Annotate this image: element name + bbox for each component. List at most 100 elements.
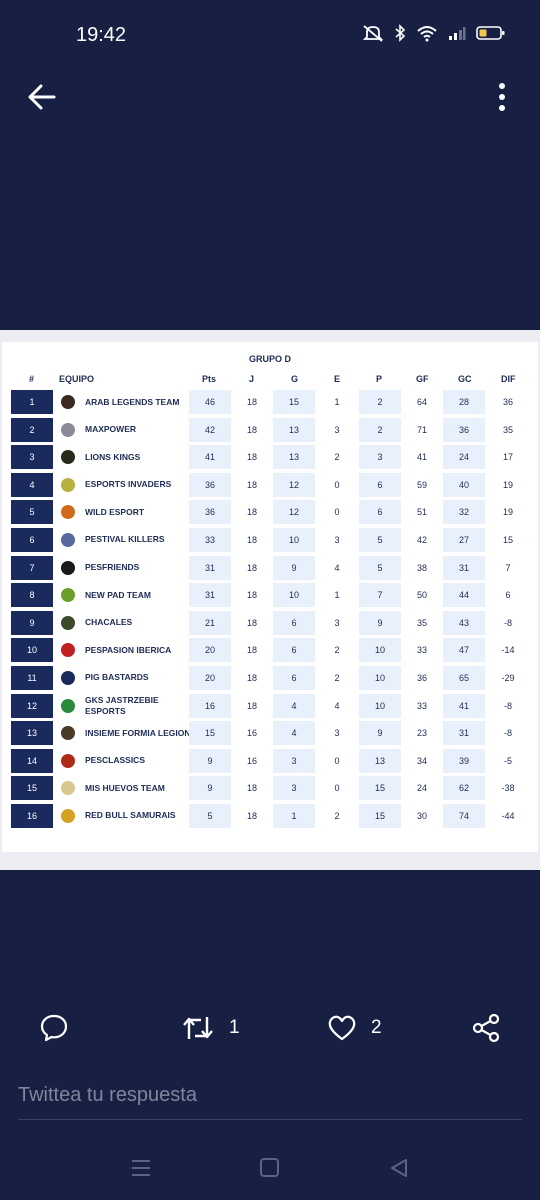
- p-cell: 10: [359, 638, 401, 663]
- pts-cell: 20: [189, 665, 231, 690]
- heart-icon: [328, 1015, 356, 1041]
- e-cell: 0: [334, 507, 340, 518]
- team-logo-icon: [61, 670, 75, 685]
- e-cell: 4: [334, 562, 340, 573]
- mute-notification-icon: [362, 24, 384, 47]
- share-icon: [472, 1013, 500, 1043]
- battery-icon: [476, 25, 506, 46]
- gf-cell: 23: [416, 728, 427, 739]
- team-name: MIS HUEVOS TEAM: [85, 782, 165, 793]
- p-cell: 5: [359, 527, 401, 552]
- reply-button[interactable]: [39, 1013, 69, 1043]
- pts-cell: 9: [189, 748, 231, 773]
- system-nav-bar: [0, 1140, 540, 1200]
- g-cell: 6: [273, 638, 315, 663]
- j-cell: 18: [246, 617, 257, 628]
- header-gf: GF: [416, 374, 429, 384]
- team-logo-icon: [61, 753, 75, 768]
- team-name: MAXPOWER: [85, 424, 136, 435]
- dif-cell: 7: [505, 562, 511, 573]
- p-cell: 9: [359, 610, 401, 635]
- dif-cell: -5: [503, 755, 512, 766]
- header-j: J: [249, 374, 255, 384]
- p-cell: 2: [359, 390, 401, 414]
- reply-field[interactable]: Twittea tu respuesta: [0, 1074, 540, 1120]
- standings-rows: 1 ARAB LEGENDS TEAM 46 18 15 1 2 64 28 36 2 MAXPOWE…: [11, 390, 531, 832]
- g-cell: 9: [273, 555, 315, 580]
- rank-cell: 4: [11, 472, 53, 497]
- home-button[interactable]: [259, 1157, 281, 1184]
- dif-cell: 35: [502, 424, 513, 435]
- rank-cell: 7: [11, 555, 53, 580]
- rank-cell: 8: [11, 583, 53, 608]
- table-row: 14 PESCLASSICS 9 16 3 0 13 34 39 -5: [11, 748, 531, 773]
- group-title: GRUPO D: [248, 354, 291, 364]
- rank-cell: 15: [11, 776, 53, 801]
- rank-cell: 5: [11, 500, 53, 525]
- dif-cell: 17: [502, 452, 513, 463]
- gf-cell: 64: [416, 397, 427, 407]
- j-cell: 18: [246, 700, 257, 711]
- gc-cell: 24: [443, 445, 485, 470]
- gc-cell: 47: [443, 638, 485, 663]
- share-button[interactable]: [471, 1013, 501, 1043]
- app-bar: [0, 70, 540, 130]
- e-cell: 3: [334, 424, 340, 435]
- back-button[interactable]: [26, 80, 60, 114]
- dif-cell: -8: [503, 617, 512, 628]
- gf-cell: 50: [416, 590, 427, 601]
- dif-cell: -29: [501, 672, 515, 683]
- team-name: PESFRIENDS: [85, 562, 140, 573]
- retweet-button[interactable]: 1: [181, 1013, 240, 1043]
- rank-cell: 14: [11, 748, 53, 773]
- e-cell: 2: [334, 672, 340, 683]
- header-g: G: [291, 374, 299, 384]
- gf-cell: 33: [416, 700, 427, 711]
- p-cell: 6: [359, 500, 401, 525]
- pts-cell: 33: [189, 527, 231, 552]
- dif-cell: 6: [505, 590, 511, 601]
- back-nav-button[interactable]: [388, 1157, 410, 1184]
- table-row: 12 GKS JASTRZEBIE ESPORTS 16 18 4 4 10 33 41 -8: [11, 693, 531, 718]
- rank-cell: 12: [11, 693, 53, 718]
- retweet-count: 1: [229, 1017, 240, 1038]
- e-cell: 0: [334, 479, 340, 490]
- p-cell: 9: [359, 721, 401, 746]
- comment-icon: [40, 1014, 68, 1042]
- team-name: LIONS KINGS: [85, 451, 141, 462]
- g-cell: 1: [273, 803, 315, 828]
- pts-cell: 42: [189, 417, 231, 442]
- like-button[interactable]: 2: [327, 1013, 382, 1043]
- team-logo-icon: [61, 643, 75, 658]
- e-cell: 3: [334, 728, 340, 739]
- team-logo-icon: [61, 532, 75, 547]
- pts-cell: 46: [189, 390, 231, 414]
- j-cell: 18: [246, 397, 257, 407]
- gf-cell: 33: [416, 645, 427, 656]
- team-logo-icon: [61, 726, 75, 741]
- gf-cell: 30: [416, 810, 427, 821]
- g-cell: 3: [273, 776, 315, 801]
- pts-cell: 36: [189, 500, 231, 525]
- status-time: 19:42: [76, 24, 127, 46]
- gc-cell: 40: [443, 472, 485, 497]
- j-cell: 18: [246, 590, 257, 601]
- pts-cell: 21: [189, 610, 231, 635]
- wifi-icon: [416, 24, 438, 47]
- pts-cell: 16: [189, 693, 231, 718]
- gf-cell: 36: [416, 672, 427, 683]
- p-cell: 6: [359, 472, 401, 497]
- j-cell: 18: [246, 534, 257, 545]
- e-cell: 4: [334, 700, 340, 711]
- recents-button[interactable]: [130, 1158, 152, 1183]
- team-logo-icon: [61, 477, 75, 492]
- menu-icon: [132, 1160, 150, 1176]
- pts-cell: 31: [189, 583, 231, 608]
- j-cell: 18: [246, 783, 257, 794]
- standings-image[interactable]: GRUPO D # EQUIPO Pts J G E P GF GC DIF 1…: [0, 330, 540, 870]
- team-logo-icon: [61, 422, 75, 437]
- team-logo-icon: [61, 588, 75, 603]
- more-options-button[interactable]: [490, 78, 514, 118]
- rank-cell: 9: [11, 610, 53, 635]
- p-cell: 7: [359, 583, 401, 608]
